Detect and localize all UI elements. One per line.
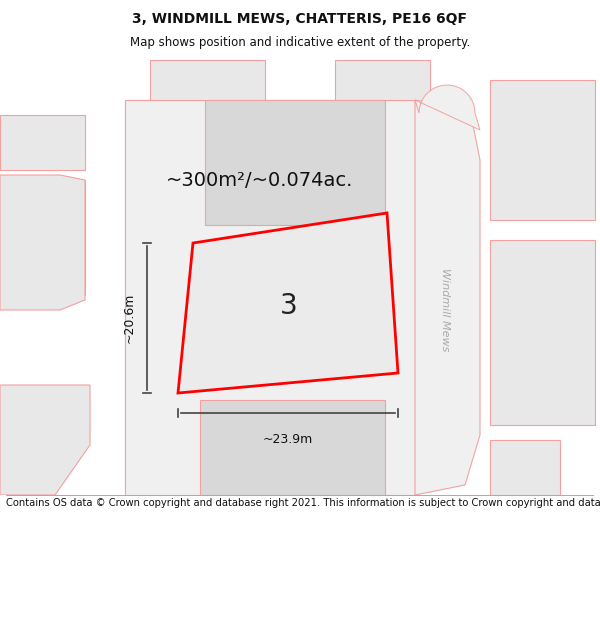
Polygon shape (0, 180, 85, 295)
Polygon shape (125, 100, 415, 495)
Polygon shape (490, 80, 595, 220)
Text: ~23.9m: ~23.9m (263, 433, 313, 446)
Text: Map shows position and indicative extent of the property.: Map shows position and indicative extent… (130, 36, 470, 49)
Polygon shape (0, 175, 85, 310)
Text: ~300m²/~0.074ac.: ~300m²/~0.074ac. (166, 171, 353, 189)
Text: 3: 3 (280, 291, 298, 319)
Text: ~20.6m: ~20.6m (122, 292, 136, 343)
Polygon shape (490, 240, 595, 425)
Text: Contains OS data © Crown copyright and database right 2021. This information is : Contains OS data © Crown copyright and d… (6, 498, 600, 508)
Polygon shape (205, 100, 385, 225)
Text: Windmill Mews: Windmill Mews (440, 268, 450, 352)
Polygon shape (415, 100, 480, 495)
Polygon shape (200, 400, 385, 495)
Polygon shape (150, 60, 265, 110)
Text: 3, WINDMILL MEWS, CHATTERIS, PE16 6QF: 3, WINDMILL MEWS, CHATTERIS, PE16 6QF (133, 12, 467, 26)
Polygon shape (335, 60, 430, 110)
Polygon shape (0, 115, 85, 170)
Polygon shape (0, 385, 90, 495)
Polygon shape (415, 85, 480, 130)
Polygon shape (178, 213, 398, 393)
Polygon shape (490, 440, 560, 495)
